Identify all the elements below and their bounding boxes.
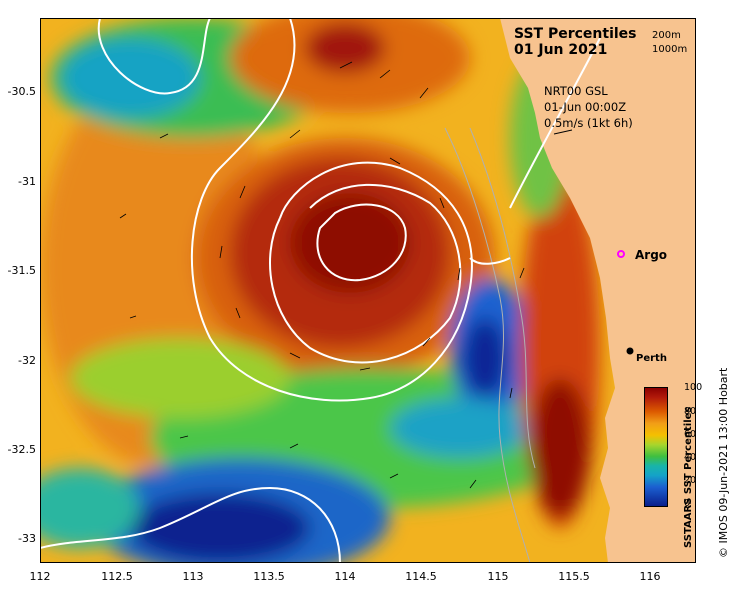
lat-tick: -33 — [18, 532, 36, 545]
currents-scale: 0.5m/s (1kt 6h) — [544, 116, 633, 130]
map-date: 01 Jun 2021 — [514, 42, 608, 58]
colorbar-title: SSTAARS SST Percentiles — [683, 406, 694, 548]
sla-contours — [40, 18, 601, 563]
contour-label-200m: 200m — [652, 30, 681, 41]
perth-label: Perth — [636, 353, 667, 364]
colorbar-tick: 0 — [684, 498, 691, 509]
colorbar-tick: 100 — [684, 382, 703, 393]
sst-map[interactable] — [40, 18, 696, 563]
lon-tick: 112.5 — [101, 570, 133, 583]
colorbar-tick: 40 — [684, 452, 697, 463]
colorbar-tick: 80 — [684, 406, 697, 417]
currents-source: NRT00 GSL — [544, 84, 608, 98]
lat-tick: -32.5 — [7, 443, 36, 456]
lon-tick: 113.5 — [253, 570, 285, 583]
contour-label-1000m: 1000m — [652, 44, 688, 55]
argo-marker — [617, 250, 625, 258]
lon-tick: 116 — [639, 570, 661, 583]
currents-time: 01-Jun 00:00Z — [544, 100, 627, 114]
lon-tick: 115 — [487, 570, 509, 583]
lat-tick: -31.5 — [7, 264, 36, 277]
lon-tick: 114.5 — [405, 570, 437, 583]
colorbar-tick: 60 — [684, 429, 697, 440]
map-title: SST Percentiles — [514, 26, 637, 42]
perth-marker — [626, 347, 634, 355]
credit-line: © IMOS 09-Jun-2021 13:00 Hobart — [717, 367, 730, 558]
sst-field — [40, 18, 696, 563]
colorbar — [644, 387, 668, 507]
lon-tick: 113 — [182, 570, 204, 583]
argo-label: Argo — [635, 248, 668, 262]
lon-tick: 112 — [29, 570, 51, 583]
current-vectors — [119, 61, 525, 489]
colorbar-tick: 20 — [684, 475, 697, 486]
lat-tick: -32 — [18, 354, 36, 367]
lat-tick: -31 — [18, 175, 36, 188]
lon-tick: 115.5 — [558, 570, 590, 583]
lon-tick: 114 — [334, 570, 356, 583]
lat-tick: -30.5 — [7, 85, 36, 98]
